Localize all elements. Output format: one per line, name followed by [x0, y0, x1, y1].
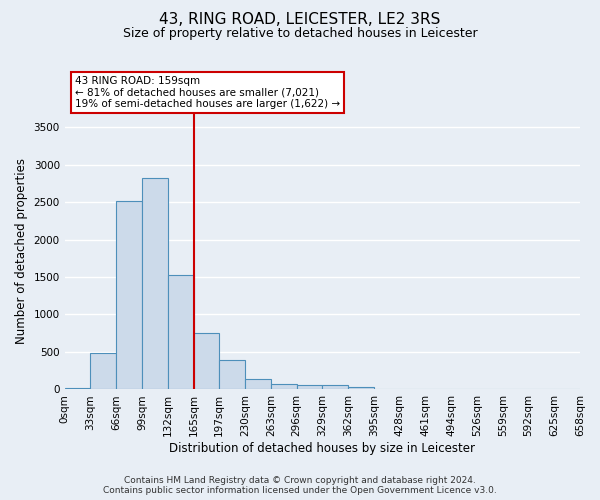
Text: Size of property relative to detached houses in Leicester: Size of property relative to detached ho… [122, 28, 478, 40]
Bar [168, 276, 193, 390]
Y-axis label: Number of detached properties: Number of detached properties [15, 158, 28, 344]
Text: 43 RING ROAD: 159sqm
← 81% of detached houses are smaller (7,021)
19% of semi-de: 43 RING ROAD: 159sqm ← 81% of detached h… [75, 76, 340, 110]
Bar [296, 385, 322, 390]
Bar [348, 387, 374, 390]
Bar [65, 388, 91, 390]
Bar [245, 378, 271, 390]
Bar [322, 385, 348, 390]
Bar [193, 333, 219, 390]
Bar [219, 360, 245, 390]
Bar [142, 178, 168, 390]
X-axis label: Distribution of detached houses by size in Leicester: Distribution of detached houses by size … [169, 442, 475, 455]
Bar [91, 354, 116, 390]
Text: Contains HM Land Registry data © Crown copyright and database right 2024.
Contai: Contains HM Land Registry data © Crown c… [103, 476, 497, 495]
Bar [271, 384, 296, 390]
Text: 43, RING ROAD, LEICESTER, LE2 3RS: 43, RING ROAD, LEICESTER, LE2 3RS [160, 12, 440, 28]
Bar [116, 202, 142, 390]
